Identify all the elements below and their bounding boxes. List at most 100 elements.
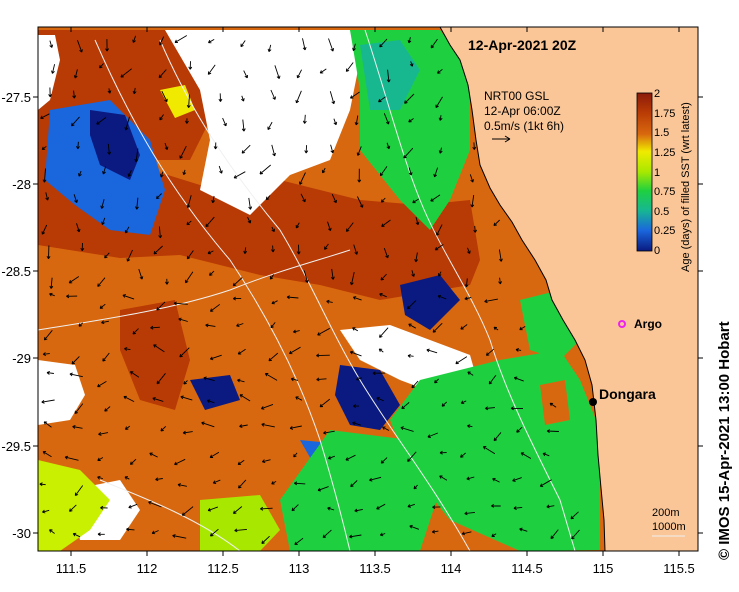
current-arrow xyxy=(205,323,216,328)
current-arrow xyxy=(295,90,302,104)
current-arrow xyxy=(352,327,359,332)
colorbar-tick: 1 xyxy=(654,167,660,179)
isobath-contour-west xyxy=(94,39,351,551)
current-arrow xyxy=(439,475,448,481)
current-arrow xyxy=(159,171,164,178)
current-arrow xyxy=(372,371,386,376)
current-arrow xyxy=(299,172,306,185)
current-arrow xyxy=(160,425,167,432)
current-arrow xyxy=(271,144,276,157)
current-arrow xyxy=(241,144,251,154)
current-arrow xyxy=(379,38,388,48)
credit-text: © IMOS 15-Apr-2021 13:00 Hobart xyxy=(716,321,733,560)
current-arrow xyxy=(369,476,382,482)
current-arrow xyxy=(356,146,362,156)
current-arrow xyxy=(317,486,329,492)
current-arrow xyxy=(100,199,105,209)
current-arrow xyxy=(158,69,167,79)
current-arrow xyxy=(71,116,80,127)
current-arrow xyxy=(431,529,439,534)
current-arrow xyxy=(149,452,158,458)
current-arrow xyxy=(271,481,277,485)
current-arrow xyxy=(76,223,81,233)
current-arrow xyxy=(414,252,419,263)
argo-marker: Argo xyxy=(618,317,662,331)
current-arrows xyxy=(39,35,580,546)
current-arrow xyxy=(206,399,215,404)
current-arrow xyxy=(435,96,443,108)
current-arrow xyxy=(460,400,467,405)
current-arrow xyxy=(243,70,249,79)
current-arrow xyxy=(152,397,164,402)
current-arrow xyxy=(97,381,107,388)
current-arrow xyxy=(345,454,356,461)
current-arrow xyxy=(101,217,106,225)
current-arrow xyxy=(546,504,555,509)
current-arrow xyxy=(40,113,50,120)
current-arrow xyxy=(439,450,447,455)
current-arrow xyxy=(161,90,168,103)
lon-tick-label: 111.5 xyxy=(56,561,87,576)
current-arrow xyxy=(407,503,415,508)
current-arrow xyxy=(271,300,278,305)
current-arrow xyxy=(41,224,48,235)
current-arrow xyxy=(411,380,419,389)
current-arrow xyxy=(49,292,55,297)
current-arrow xyxy=(181,506,194,516)
current-arrow xyxy=(467,424,473,429)
current-arrow xyxy=(232,506,243,514)
current-arrow xyxy=(261,459,271,464)
current-arrow xyxy=(493,219,501,227)
current-arrow xyxy=(322,529,332,539)
current-arrow xyxy=(126,527,135,532)
isobath-label-200m: 200m xyxy=(652,507,680,519)
current-arrow xyxy=(491,533,497,537)
current-legend: NRT00 GSL 12-Apr 06:00Z 0.5m/s (1kt 6h) xyxy=(484,89,564,143)
current-arrow xyxy=(243,247,248,254)
current-arrow xyxy=(102,166,107,175)
current-arrow xyxy=(69,504,77,512)
current-arrow xyxy=(207,250,214,255)
current-arrow xyxy=(296,69,303,79)
dongara-marker: Dongara xyxy=(589,386,656,406)
current-arrow xyxy=(46,370,54,375)
current-arrow xyxy=(138,268,144,280)
current-arrow xyxy=(411,270,415,277)
current-arrow xyxy=(383,113,390,125)
current-arrow xyxy=(42,451,52,458)
current-arrow xyxy=(174,458,186,466)
current-arrow xyxy=(323,430,335,435)
current-arrow xyxy=(72,424,83,429)
current-arrow xyxy=(352,43,356,52)
current-arrow xyxy=(71,356,80,365)
current-arrow xyxy=(379,327,389,338)
current-arrow xyxy=(239,424,248,429)
current-arrow xyxy=(350,480,358,488)
current-arrow xyxy=(379,292,387,298)
current-arrow xyxy=(378,96,386,103)
current-arrow xyxy=(409,524,420,530)
current-arrow xyxy=(66,294,78,299)
current-arrow xyxy=(135,197,139,210)
current-source-line2: 12-Apr 06:00Z xyxy=(484,104,561,118)
current-arrow xyxy=(324,243,329,250)
current-arrow xyxy=(124,347,131,351)
current-arrow xyxy=(294,537,304,546)
current-arrow xyxy=(268,352,279,362)
current-arrow xyxy=(472,142,477,150)
current-arrow xyxy=(432,505,441,509)
current-arrow xyxy=(80,242,85,252)
current-arrow xyxy=(570,511,579,520)
current-arrow xyxy=(330,268,335,280)
current-arrow xyxy=(353,244,359,255)
current-arrow xyxy=(207,506,219,512)
current-arrow xyxy=(182,430,193,435)
current-arrow xyxy=(205,216,215,228)
current-arrow xyxy=(124,476,130,480)
current-arrow xyxy=(43,330,53,341)
current-arrow xyxy=(542,452,550,457)
map-frame xyxy=(37,26,699,552)
current-arrow xyxy=(271,226,275,233)
current-arrow xyxy=(209,303,221,312)
